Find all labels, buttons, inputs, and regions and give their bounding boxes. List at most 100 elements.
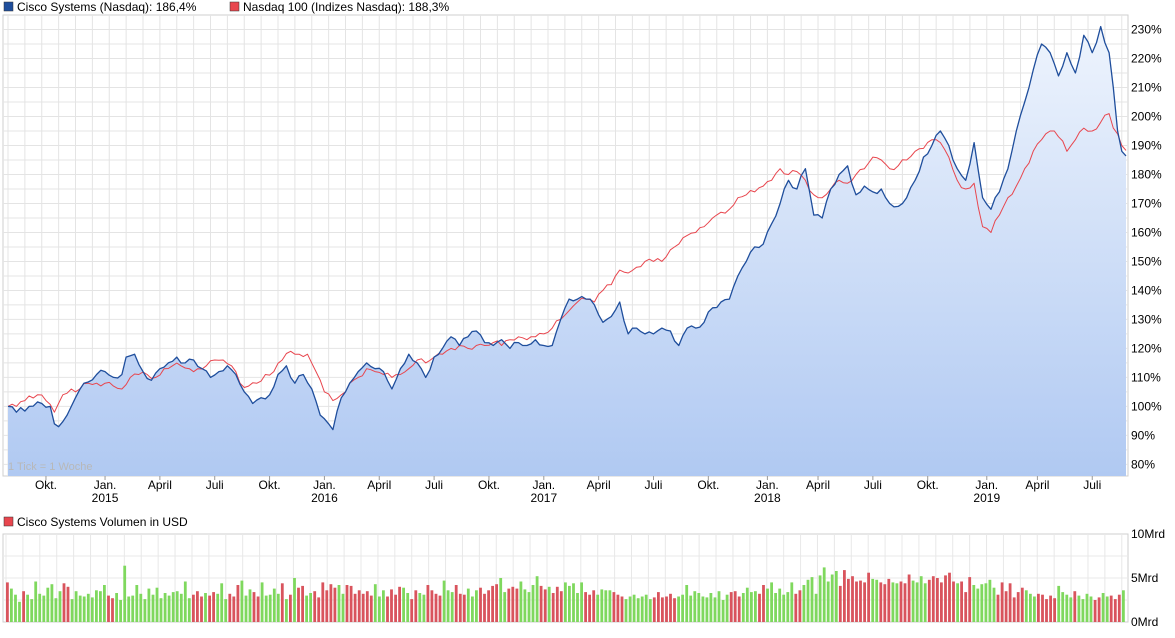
x-tick-label: Juli (644, 478, 662, 492)
volume-bar (576, 593, 579, 622)
volume-bar (309, 593, 312, 622)
volume-bar (733, 591, 737, 622)
volume-bar (1109, 595, 1113, 622)
volume-bar (770, 582, 773, 622)
volume-bar (111, 598, 114, 622)
volume-bar (6, 582, 9, 622)
volume-bar (547, 586, 551, 622)
volume-bar (661, 597, 664, 622)
volume-bar (349, 585, 353, 622)
volume-bar (964, 592, 968, 622)
y-tick-label: 170% (1131, 196, 1162, 210)
y-tick-label: 160% (1131, 225, 1162, 239)
volume-bar (968, 577, 972, 622)
volume-bar (580, 582, 583, 622)
cisco-area-fill (8, 26, 1126, 476)
volume-legend-swatch (3, 516, 14, 527)
volume-bar (689, 595, 693, 622)
volume-bar (717, 591, 721, 622)
x-tick-label: Juli (1083, 478, 1101, 492)
volume-bar (948, 572, 951, 622)
volume-bar (175, 591, 179, 622)
volume-bar (604, 590, 608, 622)
volume-bar (1105, 596, 1109, 622)
volume-bar (632, 594, 636, 622)
volume-bar (863, 582, 866, 622)
volume-bar (596, 594, 600, 622)
volume-bar (115, 593, 118, 622)
legend-label-cisco: Cisco Systems (Nasdaq): 186,4% (17, 0, 197, 14)
volume-bar (155, 587, 159, 622)
volume-bar (559, 591, 563, 622)
volume-bars (6, 565, 1125, 622)
volume-bar (859, 580, 862, 622)
volume-bar (515, 588, 519, 622)
volume-bar (786, 592, 790, 622)
x-tick-label: April (587, 478, 611, 492)
volume-bar (479, 587, 482, 622)
volume-bar (1122, 590, 1125, 622)
volume-bar (171, 592, 175, 622)
nasdaq-series-line (7, 113, 1127, 413)
volume-bar (762, 585, 765, 622)
volume-bar (648, 599, 652, 622)
volume-bar (446, 590, 450, 622)
volume-bar (398, 586, 401, 622)
volume-bar (208, 595, 211, 622)
volume-bar (471, 596, 474, 622)
x-tick-label: Okt. (697, 478, 719, 492)
volume-bar (285, 599, 288, 622)
volume-bar (1097, 597, 1101, 622)
volume-bar (697, 593, 701, 622)
volume-bar (293, 578, 296, 622)
volume-bar (1045, 599, 1048, 622)
volume-bar (1065, 594, 1069, 622)
volume-y-tick-label: 0Mrd (1131, 615, 1158, 629)
volume-bar (1057, 585, 1061, 622)
volume-bar (30, 599, 34, 622)
volume-bar (268, 594, 272, 622)
volume-bar (843, 570, 846, 622)
volume-bar (754, 591, 757, 622)
volume-bar (90, 597, 94, 622)
price-legend: Cisco Systems (Nasdaq): 186,4% Nasdaq 10… (3, 0, 449, 14)
x-tick-label: Jan. (313, 478, 336, 492)
x-tick-label: Okt. (478, 478, 500, 492)
volume-bar (297, 587, 300, 622)
volume-bar (931, 576, 935, 622)
volume-bar (1000, 582, 1004, 622)
volume-title: Cisco Systems Volumen in USD (17, 515, 188, 529)
volume-bar (78, 595, 82, 622)
volume-bar (976, 588, 980, 622)
volume-bar (123, 565, 127, 622)
volume-bar (984, 583, 988, 622)
volume-bar (778, 588, 782, 622)
x-tick-label: Juli (425, 478, 443, 492)
volume-bar (264, 595, 268, 622)
volume-bar (539, 585, 543, 622)
volume-bar (187, 598, 191, 622)
volume-bar (18, 601, 21, 622)
volume-bar (564, 582, 567, 622)
x-tick-label: April (806, 478, 830, 492)
price-y-axis: 80% 90% 100% 110% 120% 130% 140% 150% 160% 170% 18… (1131, 22, 1162, 471)
volume-bar (1093, 600, 1097, 622)
volume-bar (337, 585, 341, 622)
volume-bar (701, 596, 705, 622)
volume-bar (936, 578, 939, 622)
volume-bar (167, 595, 171, 622)
volume-bar (616, 594, 620, 622)
volume-bar (830, 574, 834, 622)
volume-bar (418, 593, 422, 622)
volume-bar (608, 590, 612, 622)
volume-legend: Cisco Systems Volumen in USD (3, 515, 188, 529)
x-tick-label: Okt. (259, 478, 281, 492)
volume-bar (487, 590, 490, 622)
volume-bar (361, 593, 365, 622)
volume-bar (103, 585, 106, 622)
volume-bar (236, 585, 240, 622)
x-tick-label: Jan. (94, 478, 117, 492)
volume-bar (127, 596, 131, 622)
volume-bar (131, 595, 135, 622)
